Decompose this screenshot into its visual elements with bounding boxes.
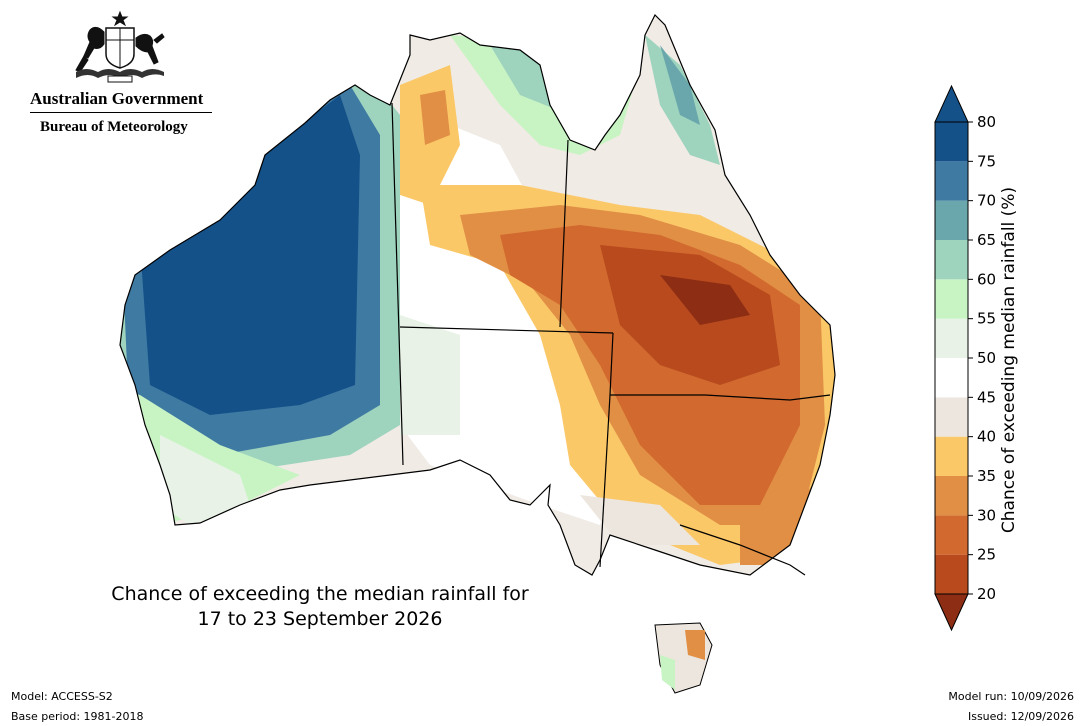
model-run-date: Model run: 10/09/2026: [948, 690, 1074, 703]
colorbar-band: [935, 515, 968, 555]
colorbar-band: [935, 397, 968, 437]
colorbar-max-arrow: [934, 84, 969, 123]
colorbar-tick-label: 75: [977, 152, 996, 170]
colorbar-min-arrow: [934, 593, 969, 632]
colorbar-band: [935, 279, 968, 319]
map-title: Chance of exceeding the median rainfall …: [70, 582, 570, 632]
coat-of-arms-icon: [75, 10, 165, 83]
colorbar-tick-label: 50: [977, 349, 996, 367]
colorbar-tick-label: 20: [977, 585, 996, 603]
issued-date: Issued: 12/09/2026: [967, 710, 1074, 723]
base-period: Base period: 1981-2018: [11, 710, 144, 723]
colorbar-band: [935, 318, 968, 358]
colorbar-band: [935, 122, 968, 162]
map-title-line2: 17 to 23 September 2026: [197, 608, 443, 630]
colorbar-band: [935, 476, 968, 516]
colorbar-label: Chance of exceeding median rainfall (%): [999, 186, 1019, 534]
colorbar-tick-label: 30: [977, 506, 996, 524]
colorbar-tick-label: 80: [977, 113, 996, 131]
colorbar-band: [935, 240, 968, 280]
model-name: Model: ACCESS-S2: [11, 690, 113, 703]
logo-divider: [30, 112, 212, 113]
colorbar-tick-label: 35: [977, 467, 996, 485]
colorbar-tick-label: 45: [977, 388, 996, 406]
colorbar-band: [935, 358, 968, 398]
colorbar-tick-label: 65: [977, 231, 996, 249]
colorbar-tick-label: 70: [977, 192, 996, 210]
colorbar-tick-label: 55: [977, 310, 996, 328]
colorbar-band: [935, 436, 968, 476]
rainfall-map: [119, 14, 836, 694]
map-title-line1: Chance of exceeding the median rainfall …: [111, 583, 529, 605]
agency-name: Bureau of Meteorology: [40, 119, 188, 135]
colorbar-band: [935, 554, 968, 594]
colorbar-tick-label: 60: [977, 270, 996, 288]
colorbar-tick-label: 40: [977, 428, 996, 446]
colorbar-tick-label: 25: [977, 546, 996, 564]
rainfall-colorbar: 20 25 30 35 40 45 50 55 60 65 70 75 80: [934, 84, 996, 632]
colorbar-band: [935, 161, 968, 201]
government-name: Australian Government: [30, 89, 204, 108]
colorbar-band: [935, 200, 968, 240]
